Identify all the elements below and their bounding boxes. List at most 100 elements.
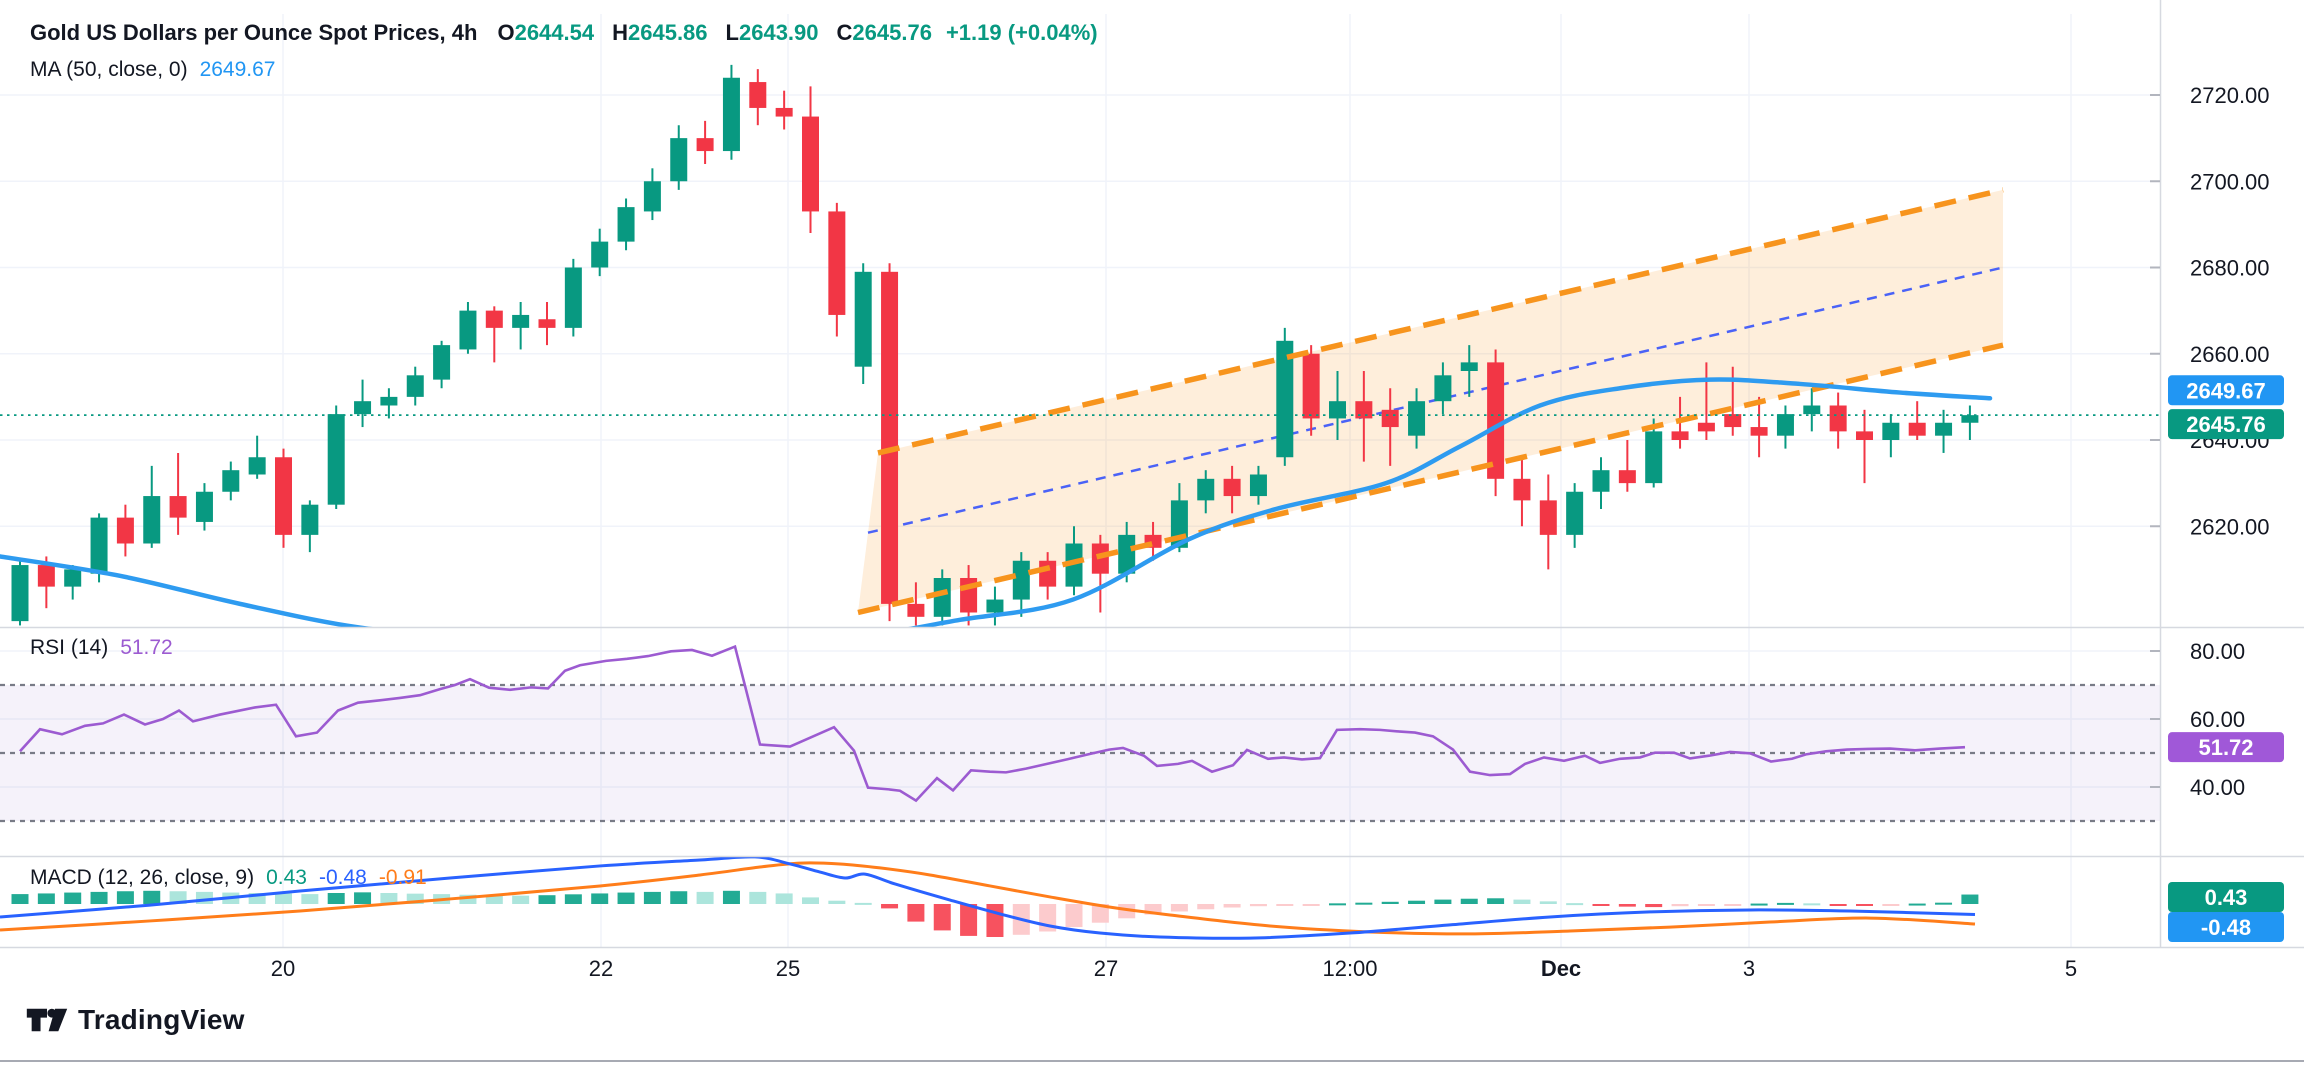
macd-hist-bar (1803, 903, 1821, 906)
close-value: 2645.76 (852, 20, 932, 45)
candle-body (1381, 409, 1399, 428)
macd-hist-bar (380, 893, 398, 904)
candle-body (617, 207, 635, 242)
candle-body (275, 457, 292, 535)
candle-body (828, 211, 846, 315)
macd-hist-bar (1460, 898, 1478, 904)
macd-hist-bar (1566, 903, 1584, 906)
rsi-value: 51.72 (120, 636, 173, 659)
candle-body (1460, 362, 1478, 371)
candle-body (1750, 427, 1768, 436)
close-label: C (836, 20, 853, 45)
candle-body (1223, 478, 1241, 497)
candle-body (986, 599, 1004, 613)
time-axis-label: 12:00 (1322, 956, 1377, 981)
candle-body (195, 491, 213, 522)
candle-body (881, 271, 899, 604)
macd-hist-value: 0.43 (266, 866, 307, 889)
macd-hist-bar (564, 894, 582, 904)
candle-body (1592, 470, 1610, 492)
macd-hist-bar (643, 891, 661, 904)
candle-body (1118, 534, 1136, 574)
macd-hist-bar (1170, 904, 1188, 912)
svg-text:2649.67: 2649.67 (2186, 378, 2266, 403)
candle-body (538, 319, 556, 328)
macd-hist-bar (986, 904, 1004, 937)
macd-hist-bar (775, 893, 793, 904)
macd-label[interactable]: MACD (12, 26, close, 9) (30, 866, 255, 889)
macd-hist-bar (538, 895, 556, 904)
macd-signal-value: -0.91 (378, 866, 427, 889)
candle-body (1434, 375, 1452, 402)
price-axis-label: 2660.00 (2190, 342, 2270, 367)
candle-body (1856, 431, 1873, 440)
price-axis-label: 2680.00 (2190, 256, 2270, 281)
candle-body (116, 517, 134, 544)
low-value: 2643.90 (738, 20, 819, 45)
ma-label[interactable]: MA (50, close, 0) (30, 58, 188, 81)
rsi-label[interactable]: RSI (14) (30, 636, 109, 659)
macd-hist-bar (1539, 901, 1557, 904)
time-axis-label: 25 (776, 956, 800, 981)
macd-hist-bar (327, 893, 345, 904)
macd-main-line (0, 857, 1976, 940)
macd-hist-bar (116, 891, 134, 904)
candle-body (143, 496, 161, 544)
macd-hist-bar (1065, 904, 1083, 928)
candle-body (1961, 415, 1979, 423)
candle-body (1355, 401, 1373, 419)
candle-body (1908, 422, 1926, 436)
macd-signal-line (0, 861, 1976, 936)
candle-body (1408, 401, 1426, 436)
tradingview-logo-text: TradingView (78, 1004, 245, 1035)
macd-hist-bar (1882, 904, 1900, 906)
symbol-title[interactable]: Gold US Dollars per Ounce Spot Prices, 4… (30, 20, 478, 45)
candle-body (11, 565, 29, 622)
macd-hist-bar (512, 895, 530, 904)
candle-body (1329, 401, 1346, 419)
macd-hist-bar (37, 893, 55, 904)
candle-body (749, 82, 767, 108)
candle-body (1566, 491, 1584, 535)
price-axis-label: 2720.00 (2190, 83, 2270, 108)
macd-hist-bar (90, 891, 108, 904)
tradingview-logo[interactable]: TradingView (26, 1002, 245, 1038)
candle-body (90, 517, 108, 574)
candle-body (433, 345, 451, 380)
macd-hist-bar (459, 894, 477, 904)
macd-hist-bar (591, 893, 609, 904)
macd-hist-bar (301, 894, 319, 904)
high-label: H (612, 20, 628, 45)
candle-body (485, 310, 503, 328)
candles-layer (11, 64, 1979, 626)
price-axis: 2720.002700.002680.002660.002640.002620.… (2150, 83, 2270, 800)
candle-body (1487, 362, 1505, 479)
macd-hist-bar (1223, 904, 1241, 908)
svg-text:51.72: 51.72 (2198, 735, 2253, 760)
candle-body (1065, 543, 1083, 587)
macd-hist-bar (1487, 898, 1505, 904)
macd-hist-bar (1671, 904, 1689, 907)
bottom-border (0, 1060, 2304, 1062)
macd-hist-bar (1908, 903, 1926, 906)
candle-body (327, 414, 345, 505)
candle-body (512, 314, 530, 328)
candle-body (1249, 474, 1267, 497)
change-value: +1.19 (+0.04%) (945, 20, 1098, 45)
macd-hist-bar (1381, 901, 1399, 904)
macd-line-badge: -0.48 (2168, 912, 2284, 942)
macd-hist-bar (1434, 899, 1452, 904)
macd-hist-bar (1329, 903, 1346, 906)
candle-body (1671, 431, 1689, 440)
rsi-pane (0, 644, 2160, 823)
ma-price-badge: 2649.67 (2168, 375, 2284, 406)
candle-body (37, 565, 55, 587)
symbol-legend: Gold US Dollars per Ounce Spot Prices, 4… (30, 20, 1112, 46)
candle-body (406, 375, 424, 397)
macd-hist-bar (64, 892, 82, 904)
candle-body (933, 578, 951, 617)
candle-body (643, 181, 661, 212)
time-axis-label: 20 (271, 956, 295, 981)
candle-body (1513, 478, 1531, 501)
